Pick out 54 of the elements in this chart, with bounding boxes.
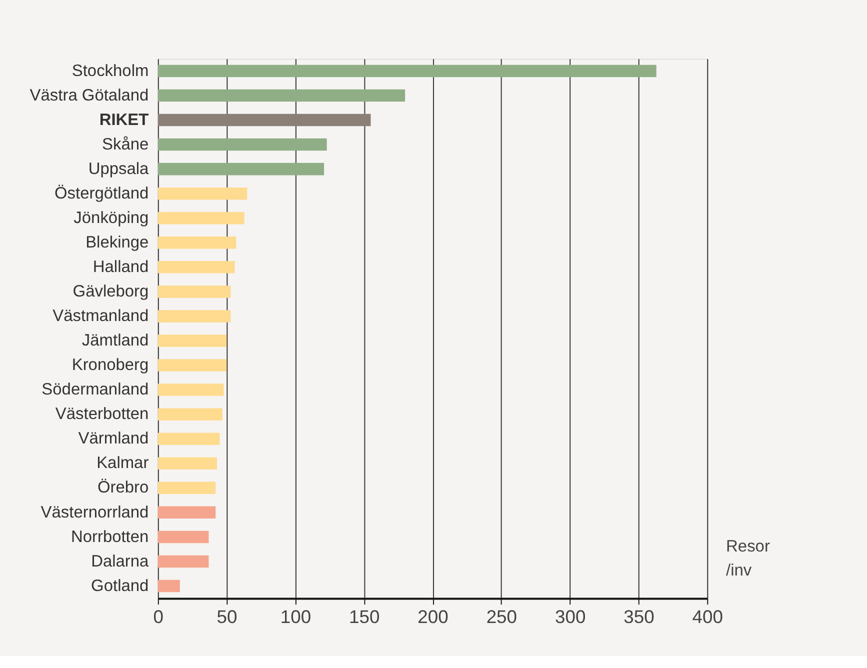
bar — [158, 506, 216, 519]
x-tick-label: 200 — [418, 606, 448, 627]
y-tick-label: Södermanland — [42, 380, 149, 399]
y-tick-label: RIKET — [99, 110, 149, 129]
x-tick-label: 100 — [280, 606, 312, 627]
x-tick-label: 250 — [486, 606, 518, 627]
y-tick-label: Jämtland — [82, 332, 149, 350]
y-tick-label: Blekinge — [86, 233, 149, 252]
y-tick-label: Värmland — [78, 430, 149, 448]
bar — [158, 408, 222, 420]
y-tick-label: Västerbotten — [55, 405, 149, 424]
x-tick-label: 150 — [349, 606, 380, 627]
bar — [158, 89, 406, 102]
y-tick-label: Västmanland — [52, 307, 149, 326]
y-tick-label: Jönköping — [74, 208, 149, 227]
y-tick-label: Dalarna — [91, 552, 150, 570]
bar — [158, 580, 180, 592]
bar — [158, 432, 220, 445]
bar — [158, 530, 209, 544]
bar — [158, 286, 231, 298]
y-tick-label: Gotland — [91, 576, 149, 595]
y-tick-label: Skåne — [102, 135, 149, 154]
y-tick-label: Uppsala — [88, 160, 150, 178]
bar — [158, 261, 235, 274]
bar — [158, 457, 217, 470]
bar — [158, 310, 231, 322]
y-tick-label: Gävleborg — [72, 282, 149, 301]
y-tick-label: Örebro — [97, 478, 149, 497]
y-tick-label: Norrbotten — [70, 528, 149, 546]
bar — [158, 64, 656, 78]
bar — [158, 212, 244, 224]
x-tick-label: 0 — [153, 606, 164, 627]
bar — [158, 187, 248, 200]
y-tick-label: Kronoberg — [72, 356, 149, 374]
y-tick-label: Kalmar — [96, 454, 150, 472]
y-tick-label: Halland — [92, 258, 149, 276]
bar — [158, 334, 227, 347]
x-tick-label: 400 — [692, 606, 723, 627]
y-tick-label: Västernorrland — [40, 503, 149, 522]
y-tick-label: Stockholm — [72, 62, 149, 80]
bar — [158, 384, 224, 396]
x-axis-title: Resor /inv — [726, 537, 770, 580]
y-tick-label: Östergötland — [54, 184, 149, 202]
bar — [158, 114, 371, 126]
x-tick-label: 300 — [554, 606, 586, 627]
bar — [158, 236, 236, 249]
y-tick-label: Västra Götaland — [30, 86, 149, 104]
bar — [158, 162, 324, 176]
x-tick-label: 350 — [624, 606, 654, 627]
bar — [158, 482, 216, 494]
bar — [158, 138, 327, 151]
bar — [158, 359, 227, 372]
bar — [158, 555, 209, 568]
x-tick-label: 50 — [216, 606, 238, 627]
